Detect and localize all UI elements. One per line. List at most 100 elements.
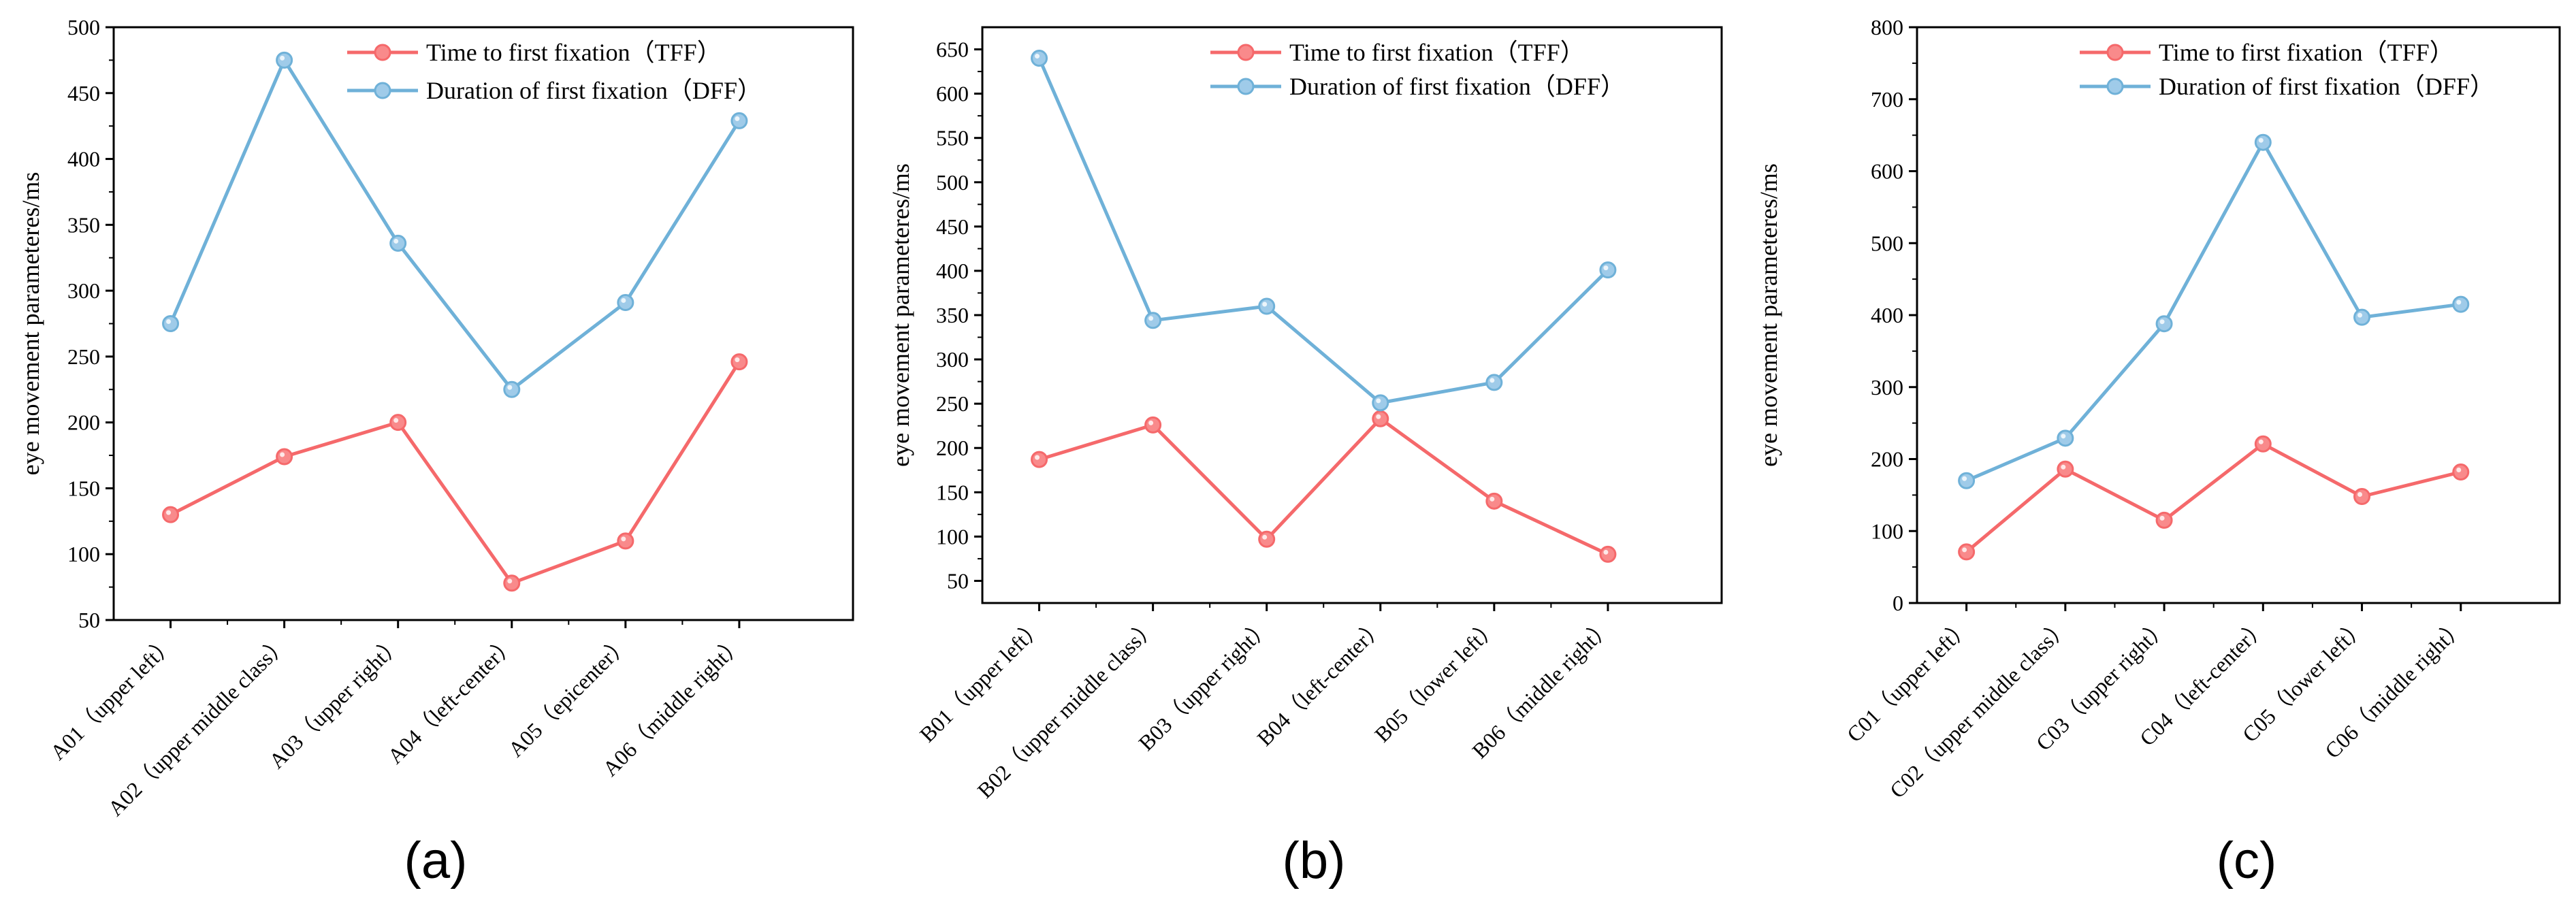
data-point-tff <box>2452 463 2470 481</box>
plot-frame <box>981 26 1723 604</box>
series-line-dff <box>1965 140 2462 483</box>
legend-label-tff: Time to first fixation（TFF） <box>426 39 722 66</box>
data-point-highlight <box>735 357 740 363</box>
y-tick-label: 450 <box>67 81 100 105</box>
subfigure-label: (a) <box>404 832 468 890</box>
legend-marker-dff <box>2106 78 2124 95</box>
data-point-highlight <box>393 418 399 423</box>
series-line-dff <box>169 58 741 391</box>
data-point-highlight <box>393 238 399 244</box>
data-point-dff <box>2254 133 2272 151</box>
y-tick-label: 150 <box>936 480 969 504</box>
legend-label-tff: Time to first fixation（TFF） <box>1289 39 1585 66</box>
y-axis-label: eye movement parameteres/ms <box>887 163 914 467</box>
series-line-tff <box>1965 442 2462 553</box>
data-point-tff <box>1258 530 1276 548</box>
y-tick-label: 800 <box>1871 15 1903 39</box>
data-point-highlight <box>166 510 172 515</box>
y-axis-label: eye movement parameteres/ms <box>17 172 44 476</box>
data-point-dff <box>2155 315 2173 333</box>
data-point-highlight <box>2061 434 2066 439</box>
y-tick-label: 500 <box>1871 231 1903 255</box>
y-tick-label: 100 <box>936 524 969 549</box>
data-point-tff <box>2155 511 2173 529</box>
plot-frame <box>1916 26 2561 604</box>
y-tick-label: 400 <box>1871 303 1903 327</box>
data-point-highlight <box>621 536 626 542</box>
data-point-highlight <box>735 116 740 121</box>
data-point-tff <box>1031 451 1048 468</box>
subfigure-label: (c) <box>2217 832 2277 890</box>
data-point-highlight <box>1962 476 1967 481</box>
y-tick-label: 300 <box>67 278 100 303</box>
y-tick-label: 300 <box>936 347 969 372</box>
data-point-highlight <box>1035 54 1040 59</box>
data-point-tff <box>1144 416 1162 434</box>
data-point-highlight <box>1490 378 1495 383</box>
y-tick-label: 400 <box>67 147 100 172</box>
y-tick-label: 250 <box>936 391 969 416</box>
legend-label-dff: Duration of first fixation（DFF） <box>426 77 762 104</box>
chart-panel-1: 50 100 150 200 250 300 350 400 450 500 eye movemen… <box>17 15 854 890</box>
y-tick-label: 350 <box>67 212 100 237</box>
y-tick-label: 50 <box>78 608 100 632</box>
legend-marker-tff <box>374 44 391 61</box>
data-point-highlight <box>1490 496 1495 502</box>
y-axis-label: eye movement parameteres/ms <box>1755 163 1782 467</box>
data-point-highlight <box>1376 398 1381 404</box>
data-point-dff <box>162 315 180 332</box>
data-point-highlight <box>621 298 626 304</box>
x-tick-label: A01（upper left） <box>45 630 179 764</box>
series-line-dff <box>1037 57 1609 405</box>
data-point-tff <box>2353 487 2371 505</box>
data-point-dff <box>2353 308 2371 326</box>
legend-label-tff: Time to first fixation（TFF） <box>2159 39 2454 66</box>
data-point-dff <box>389 234 407 252</box>
data-point-highlight <box>280 452 285 457</box>
data-point-highlight <box>2258 439 2264 444</box>
data-point-dff <box>617 294 634 312</box>
y-tick-label: 100 <box>1871 519 1903 543</box>
data-point-dff <box>1031 50 1048 67</box>
legend-marker-tff <box>2106 44 2124 61</box>
data-point-dff <box>2057 429 2074 447</box>
data-point-dff <box>1599 261 1617 279</box>
y-tick-label: 0 <box>1893 591 1903 615</box>
data-point-highlight <box>1035 455 1040 460</box>
x-tick-label: A02（upper middle class） <box>103 630 293 820</box>
data-point-dff <box>1258 297 1276 315</box>
data-point-highlight <box>1376 414 1381 419</box>
y-tick-label: 50 <box>947 568 969 593</box>
x-tick-label: B01（upper left） <box>915 613 1048 747</box>
data-point-tff <box>503 574 521 592</box>
data-point-dff <box>503 380 521 398</box>
data-point-tff <box>276 448 293 466</box>
legend-label-dff: Duration of first fixation（DFF） <box>1289 73 1625 100</box>
data-point-dff <box>1372 394 1389 412</box>
y-tick-label: 250 <box>67 344 100 369</box>
data-point-tff <box>2057 460 2074 478</box>
y-tick-label: 650 <box>936 37 969 62</box>
y-tick-label: 700 <box>1871 87 1903 112</box>
data-point-dff <box>1144 312 1162 329</box>
legend-marker-tff <box>1237 44 1255 61</box>
data-point-highlight <box>1962 547 1967 553</box>
data-point-highlight <box>2159 319 2165 325</box>
data-point-highlight <box>1262 302 1268 307</box>
data-point-dff <box>1958 472 1976 489</box>
data-point-tff <box>1958 543 1976 561</box>
y-tick-label: 500 <box>936 170 969 195</box>
x-tick-label: B05（lower left） <box>1370 613 1503 747</box>
y-tick-label: 200 <box>936 436 969 460</box>
data-point-highlight <box>1148 316 1154 321</box>
data-point-tff <box>1599 545 1617 563</box>
data-point-highlight <box>507 385 513 390</box>
data-point-tff <box>1372 410 1389 427</box>
y-tick-label: 600 <box>936 82 969 106</box>
data-point-highlight <box>1603 549 1609 555</box>
data-point-tff <box>730 353 748 371</box>
y-tick-label: 600 <box>1871 159 1903 184</box>
data-point-highlight <box>166 319 172 324</box>
y-tick-label: 200 <box>67 410 100 435</box>
